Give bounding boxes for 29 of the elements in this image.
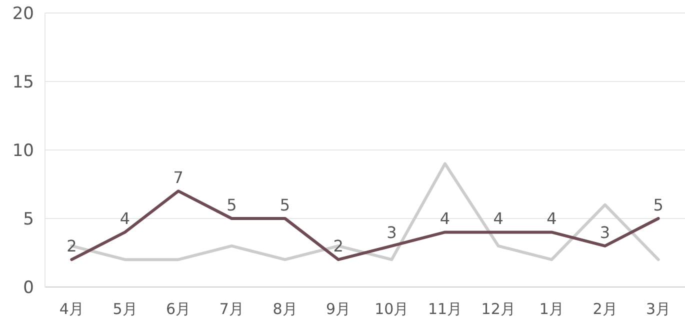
x-tick-label: 5月 <box>112 300 138 318</box>
x-tick-label: 8月 <box>272 300 298 318</box>
y-tick-label: 10 <box>12 141 34 161</box>
x-tick-label: 6月 <box>166 300 191 318</box>
x-tick-label: 1月 <box>539 300 564 318</box>
x-tick-label: 7月 <box>219 300 244 318</box>
data-label: 3 <box>600 222 610 242</box>
data-label: 7 <box>173 168 184 188</box>
x-tick-label: 2月 <box>592 300 618 318</box>
data-label: 4 <box>120 209 130 228</box>
x-tick-label: 3月 <box>646 300 671 318</box>
data-label: 5 <box>280 196 290 214</box>
x-tick-label: 4月 <box>59 300 84 318</box>
x-tick-label: 9月 <box>326 300 351 318</box>
x-tick-label: 11月 <box>428 300 462 318</box>
x-tick-label: 12月 <box>481 300 516 318</box>
data-label: 5 <box>226 196 237 214</box>
y-tick-label: 15 <box>12 72 34 92</box>
x-tick-label: 10月 <box>374 300 409 318</box>
data-label: 5 <box>653 196 664 214</box>
data-label: 2 <box>333 236 344 256</box>
y-tick-label: 5 <box>23 210 34 230</box>
data-label: 2 <box>66 236 77 256</box>
data-label: 4 <box>493 209 504 228</box>
y-tick-label: 20 <box>12 4 34 24</box>
data-label: 4 <box>546 209 557 228</box>
y-tick-label: 0 <box>23 278 34 298</box>
data-label: 3 <box>386 222 397 242</box>
data-label: 4 <box>440 209 450 228</box>
